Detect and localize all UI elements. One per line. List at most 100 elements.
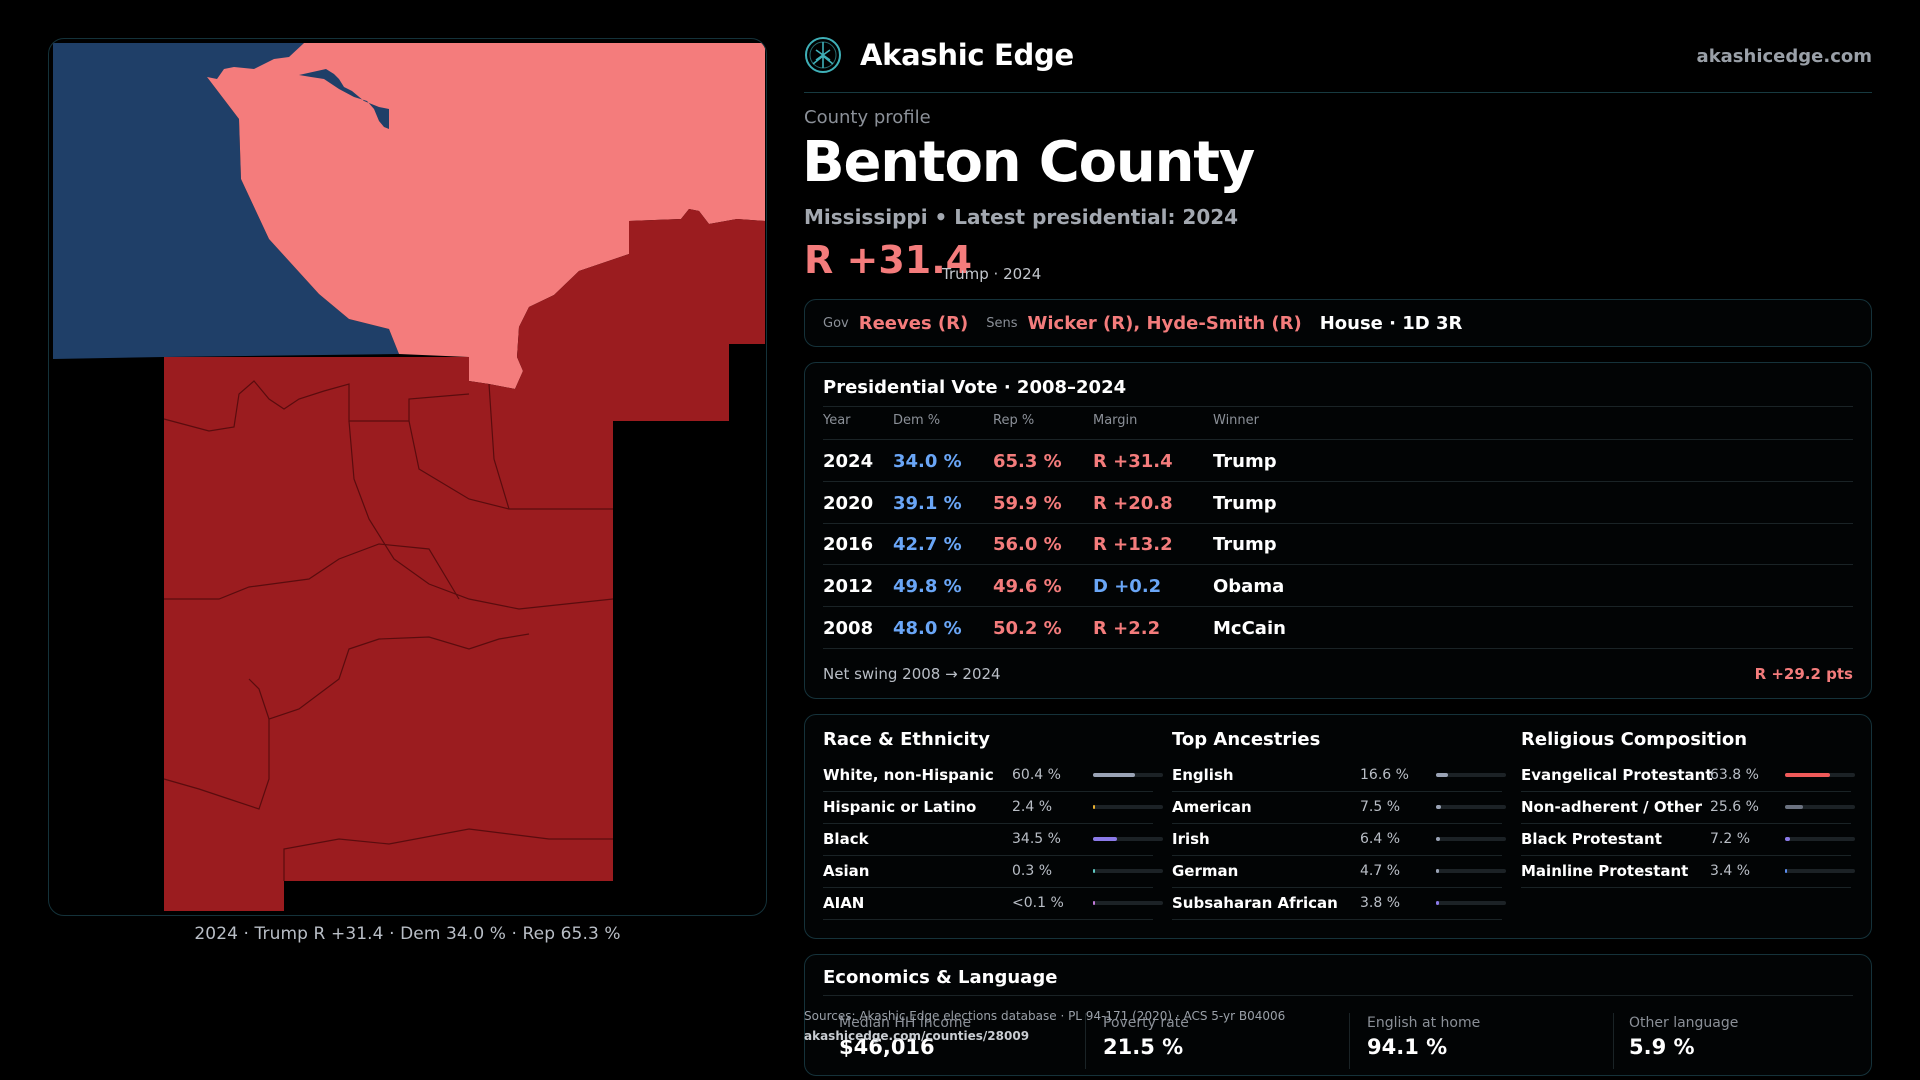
race-label: White, non-Hispanic <box>823 766 994 784</box>
tree-of-life-icon <box>805 37 841 73</box>
headline-margin: R +31.4 <box>804 238 973 282</box>
religion-value: 63.8 % <box>1710 767 1759 783</box>
stat-value: $46,016 <box>839 1035 935 1059</box>
row-divider <box>1521 855 1851 856</box>
row-divider <box>823 823 1153 824</box>
col-header-dem: Dem % <box>893 413 941 428</box>
county-map[interactable] <box>48 38 767 916</box>
race-bar <box>1093 837 1163 841</box>
race-row: Hispanic or Latino 2.4 % <box>823 792 1163 824</box>
table-divider <box>823 523 1853 524</box>
ancestry-label: English <box>1172 766 1234 784</box>
cell-margin: R +13.2 <box>1093 534 1173 555</box>
stat-value: 5.9 % <box>1629 1035 1695 1059</box>
sources-note: Sources: Akashic Edge elections database… <box>804 1006 1285 1046</box>
brand[interactable]: Akashic Edge <box>804 36 1074 74</box>
religion-label: Evangelical Protestant <box>1521 766 1713 784</box>
stat-label: Poverty rate <box>1103 1015 1189 1031</box>
race-value: 34.5 % <box>1012 831 1061 847</box>
race-title: Race & Ethnicity <box>823 729 990 750</box>
race-row: Black 34.5 % <box>823 824 1163 856</box>
race-bar-fill <box>1093 837 1117 841</box>
precinct-lean-rep-north[interactable] <box>207 43 765 389</box>
row-divider <box>823 791 1153 792</box>
race-bar <box>1093 805 1163 809</box>
sens-label: Sens <box>986 315 1018 331</box>
stat-median-income: Median HH income $46,016 <box>839 1015 971 1059</box>
stat-divider <box>1349 1013 1350 1069</box>
race-value: 2.4 % <box>1012 799 1053 815</box>
page-title: Benton County <box>802 130 1255 195</box>
cell-year: 2016 <box>823 534 874 555</box>
row-divider <box>1172 791 1502 792</box>
cell-margin: R +2.2 <box>1093 618 1161 639</box>
row-divider <box>1172 855 1502 856</box>
cell-dem: 39.1 % <box>893 493 962 514</box>
stat-other-language: Other language 5.9 % <box>1629 1015 1738 1059</box>
precinct-rep-south[interactable] <box>164 209 765 911</box>
sources-text: Sources: Akashic Edge elections database… <box>804 1009 1286 1023</box>
race-bar-fill <box>1093 869 1095 873</box>
race-bar-fill <box>1093 805 1095 809</box>
ancestry-row: Irish 6.4 % <box>1172 824 1506 856</box>
precinct-dem-inlet[interactable] <box>299 69 389 129</box>
religion-row: Evangelical Protestant 63.8 % <box>1521 760 1855 792</box>
cell-rep: 56.0 % <box>993 534 1062 555</box>
race-value: <0.1 % <box>1012 895 1064 911</box>
ancestry-value: 3.8 % <box>1360 895 1401 911</box>
ancestry-value: 16.6 % <box>1360 767 1409 783</box>
col-header-rep: Rep % <box>993 413 1035 428</box>
cell-dem: 49.8 % <box>893 576 962 597</box>
race-label: Black <box>823 830 869 848</box>
cell-rep: 59.9 % <box>993 493 1062 514</box>
table-row[interactable]: 2008 48.0 % 50.2 % R +2.2 McCain <box>805 607 1871 649</box>
ancestry-value: 7.5 % <box>1360 799 1401 815</box>
cell-dem: 34.0 % <box>893 451 962 472</box>
row-divider <box>823 855 1153 856</box>
presidential-vote-table: Presidential Vote · 2008–2024 Year Dem %… <box>804 362 1872 699</box>
ancestry-label: Irish <box>1172 830 1210 848</box>
table-divider <box>823 606 1853 607</box>
cell-margin: R +31.4 <box>1093 451 1173 472</box>
cell-rep: 49.6 % <box>993 576 1062 597</box>
ancestry-row: American 7.5 % <box>1172 792 1506 824</box>
ancestry-label: American <box>1172 798 1252 816</box>
precinct-map[interactable] <box>49 39 767 916</box>
table-row[interactable]: 2020 39.1 % 59.9 % R +20.8 Trump <box>805 482 1871 524</box>
cell-rep: 65.3 % <box>993 451 1062 472</box>
religion-bar <box>1785 773 1855 777</box>
ancestry-bar-fill <box>1436 837 1440 841</box>
senators-names: Wicker (R), Hyde-Smith (R) <box>1027 312 1302 334</box>
brand-name: Akashic Edge <box>860 38 1074 72</box>
table-row[interactable]: 2024 34.0 % 65.3 % R +31.4 Trump <box>805 440 1871 482</box>
race-label: AIAN <box>823 894 865 912</box>
cell-dem: 48.0 % <box>893 618 962 639</box>
ancestry-label: German <box>1172 862 1239 880</box>
col-header-year: Year <box>823 413 851 428</box>
ancestry-row: German 4.7 % <box>1172 856 1506 888</box>
cell-winner: McCain <box>1213 618 1286 639</box>
race-label: Asian <box>823 862 870 880</box>
economics-panel: Economics & Language Median HH income $4… <box>804 954 1872 1076</box>
table-row[interactable]: 2012 49.8 % 49.6 % D +0.2 Obama <box>805 565 1871 607</box>
site-url-link[interactable]: akashicedge.com <box>1696 46 1872 67</box>
cell-winner: Obama <box>1213 576 1285 597</box>
ancestry-bar-fill <box>1436 805 1441 809</box>
header-divider <box>804 92 1872 93</box>
col-header-winner: Winner <box>1213 413 1260 428</box>
precinct-dem-northwest[interactable] <box>53 43 399 359</box>
ancestry-bar <box>1436 773 1506 777</box>
stat-value: 21.5 % <box>1103 1035 1184 1059</box>
religion-value: 7.2 % <box>1710 831 1751 847</box>
headline-margin-note: Trump · 2024 <box>942 265 1042 283</box>
sources-link[interactable]: akashicedge.com/counties/28009 <box>804 1029 1030 1043</box>
stat-english: English at home 94.1 % <box>1367 1015 1480 1059</box>
table-divider <box>823 564 1853 565</box>
economics-divider <box>823 995 1853 996</box>
table-row[interactable]: 2016 42.7 % 56.0 % R +13.2 Trump <box>805 523 1871 565</box>
race-label: Hispanic or Latino <box>823 798 977 816</box>
stat-divider <box>1613 1013 1614 1069</box>
table-divider <box>823 439 1853 440</box>
religion-bar <box>1785 805 1855 809</box>
religion-bar-fill <box>1785 837 1790 841</box>
